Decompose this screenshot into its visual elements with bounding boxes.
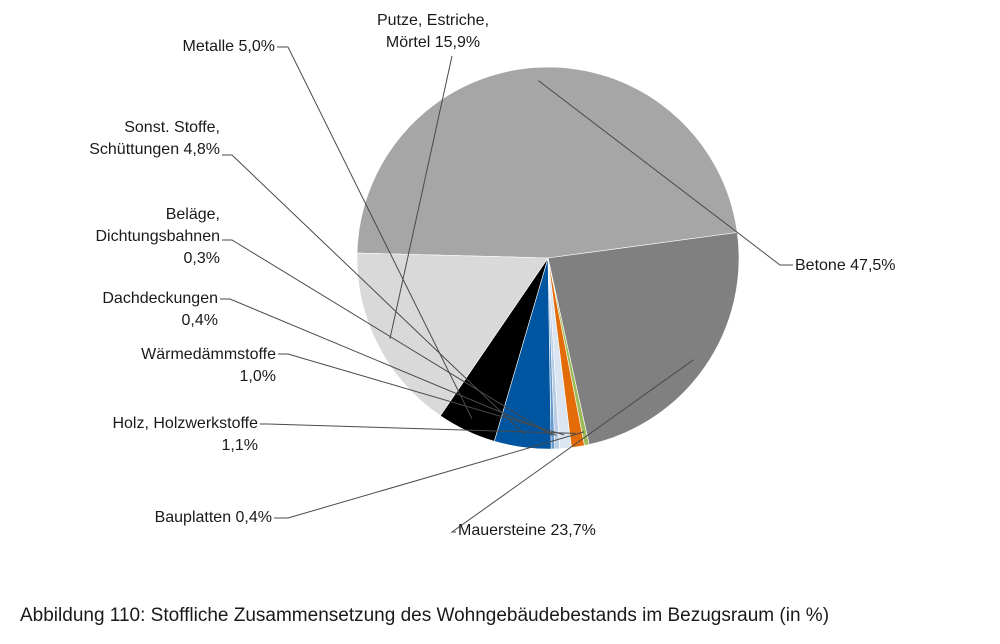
slice-label-line: Betone 47,5% xyxy=(795,257,896,274)
leader-line-mauersteine xyxy=(450,359,694,533)
pie-slices xyxy=(356,66,740,450)
leader-line-wärmedämmstoffe xyxy=(278,353,565,436)
figure-caption: Abbildung 110: Stoffliche Zusammensetzun… xyxy=(20,605,830,626)
pie-slice-putze-estriche-mörtel xyxy=(356,252,549,417)
leader-lines xyxy=(220,46,793,533)
slice-label-metalle: Metalle 5,0% xyxy=(183,38,276,55)
leader-line-dachdeckungen xyxy=(220,298,557,436)
leader-line-bauplatten xyxy=(274,431,585,519)
slice-label-line: Bauplatten 0,4% xyxy=(155,509,272,526)
pie-slice-mauersteine xyxy=(547,232,740,445)
slice-label-sonst-stoffe-schüttungen: Sonst. Stoffe, Schüttungen 4,8% xyxy=(89,119,220,158)
slice-label-line: 0,3% xyxy=(184,250,220,267)
slice-label-line: Putze, Estriche, xyxy=(377,12,489,29)
slice-labels: Betone 47,5% Mauersteine 23,7% Bauplatten … xyxy=(89,12,895,539)
slice-label-line: Wärmedämmstoffe xyxy=(141,346,276,363)
slice-label-bauplatten: Bauplatten 0,4% xyxy=(155,509,272,526)
slice-label-line: Beläge, xyxy=(166,206,220,223)
slice-label-putze-estriche-mörtel: Putze, Estriche, Mörtel 15,9% xyxy=(377,12,489,51)
slice-label-holz-holzwerkstoffe: Holz, Holzwerkstoffe 1,1% xyxy=(112,415,258,454)
slice-label-dachdeckungen: Dachdeckungen 0,4% xyxy=(102,290,218,329)
slice-label-line: Mörtel 15,9% xyxy=(386,34,480,51)
slice-label-line: Dichtungsbahnen xyxy=(95,228,220,245)
slice-label-beläge-dichtungsbahnen: Beläge, Dichtungsbahnen 0,3% xyxy=(95,206,220,267)
pie-slice-betone xyxy=(356,66,738,259)
slice-label-line: Metalle 5,0% xyxy=(183,38,276,55)
slice-label-mauersteine: Mauersteine 23,7% xyxy=(458,522,596,539)
slice-label-line: Holz, Holzwerkstoffe xyxy=(112,415,258,432)
leader-line-holz-holzwerkstoffe xyxy=(260,423,576,434)
slice-label-wärmedämmstoffe: Wärmedämmstoffe 1,0% xyxy=(141,346,276,385)
slice-label-betone: Betone 47,5% xyxy=(795,257,896,274)
slice-label-line: Schüttungen 4,8% xyxy=(89,141,220,158)
slice-label-line: 1,0% xyxy=(240,368,276,385)
leader-line-putze-estriche-mörtel xyxy=(389,55,453,340)
leader-line-beläge-dichtungsbahnen xyxy=(222,239,553,437)
slice-label-line: Dachdeckungen xyxy=(102,290,218,307)
leader-line-betone xyxy=(538,80,793,266)
slice-label-line: 1,1% xyxy=(222,437,258,454)
leader-line-metalle xyxy=(277,46,473,419)
leader-line-sonst-stoffe-schüttungen xyxy=(222,154,525,435)
slice-label-line: Mauersteine 23,7% xyxy=(458,522,596,539)
slice-label-line: 0,4% xyxy=(182,312,218,329)
slice-label-line: Sonst. Stoffe, xyxy=(124,119,220,136)
